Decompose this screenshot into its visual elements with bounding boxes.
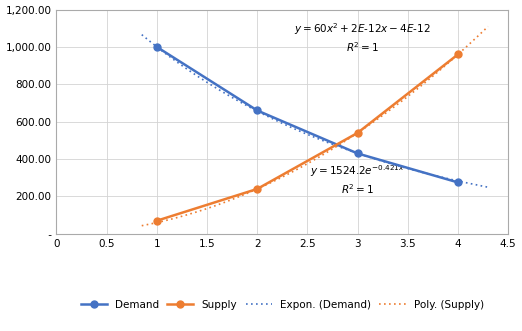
Demand — [354, 152, 361, 156]
Poly. (Supply) — [453, 55, 459, 59]
Supply — [254, 187, 260, 191]
Demand — [153, 45, 160, 49]
Supply — [455, 52, 461, 56]
Text: $y = 60x^{2} + 2E\text{-}12x - 4E\text{-}12$
$R^{2} = 1$: $y = 60x^{2} + 2E\text{-}12x - 4E\text{-… — [294, 22, 431, 54]
Expon. (Demand) — [345, 148, 351, 152]
Poly. (Supply) — [140, 223, 146, 227]
Supply — [354, 131, 361, 135]
Poly. (Supply) — [351, 133, 357, 137]
Expon. (Demand) — [139, 33, 145, 37]
Demand — [254, 109, 260, 113]
Expon. (Demand) — [431, 173, 437, 177]
Line: Demand: Demand — [153, 43, 461, 186]
Supply — [153, 219, 160, 223]
Poly. (Supply) — [345, 137, 351, 141]
Demand — [455, 180, 461, 184]
Expon. (Demand) — [351, 150, 357, 154]
Expon. (Demand) — [485, 185, 491, 189]
Poly. (Supply) — [485, 24, 491, 28]
Poly. (Supply) — [139, 224, 145, 228]
Poly. (Supply) — [431, 73, 437, 77]
Expon. (Demand) — [453, 178, 459, 182]
Expon. (Demand) — [140, 34, 146, 38]
Expon. (Demand) — [343, 148, 350, 152]
Line: Expon. (Demand): Expon. (Demand) — [142, 35, 488, 187]
Line: Supply: Supply — [153, 51, 461, 224]
Line: Poly. (Supply): Poly. (Supply) — [142, 26, 488, 226]
Poly. (Supply) — [343, 138, 350, 142]
Legend: Demand, Supply, Expon. (Demand), Poly. (Supply): Demand, Supply, Expon. (Demand), Poly. (… — [76, 296, 488, 314]
Text: $y = 1524.2e^{-0.421x}$
$R^{2} = 1$: $y = 1524.2e^{-0.421x}$ $R^{2} = 1$ — [310, 164, 405, 196]
